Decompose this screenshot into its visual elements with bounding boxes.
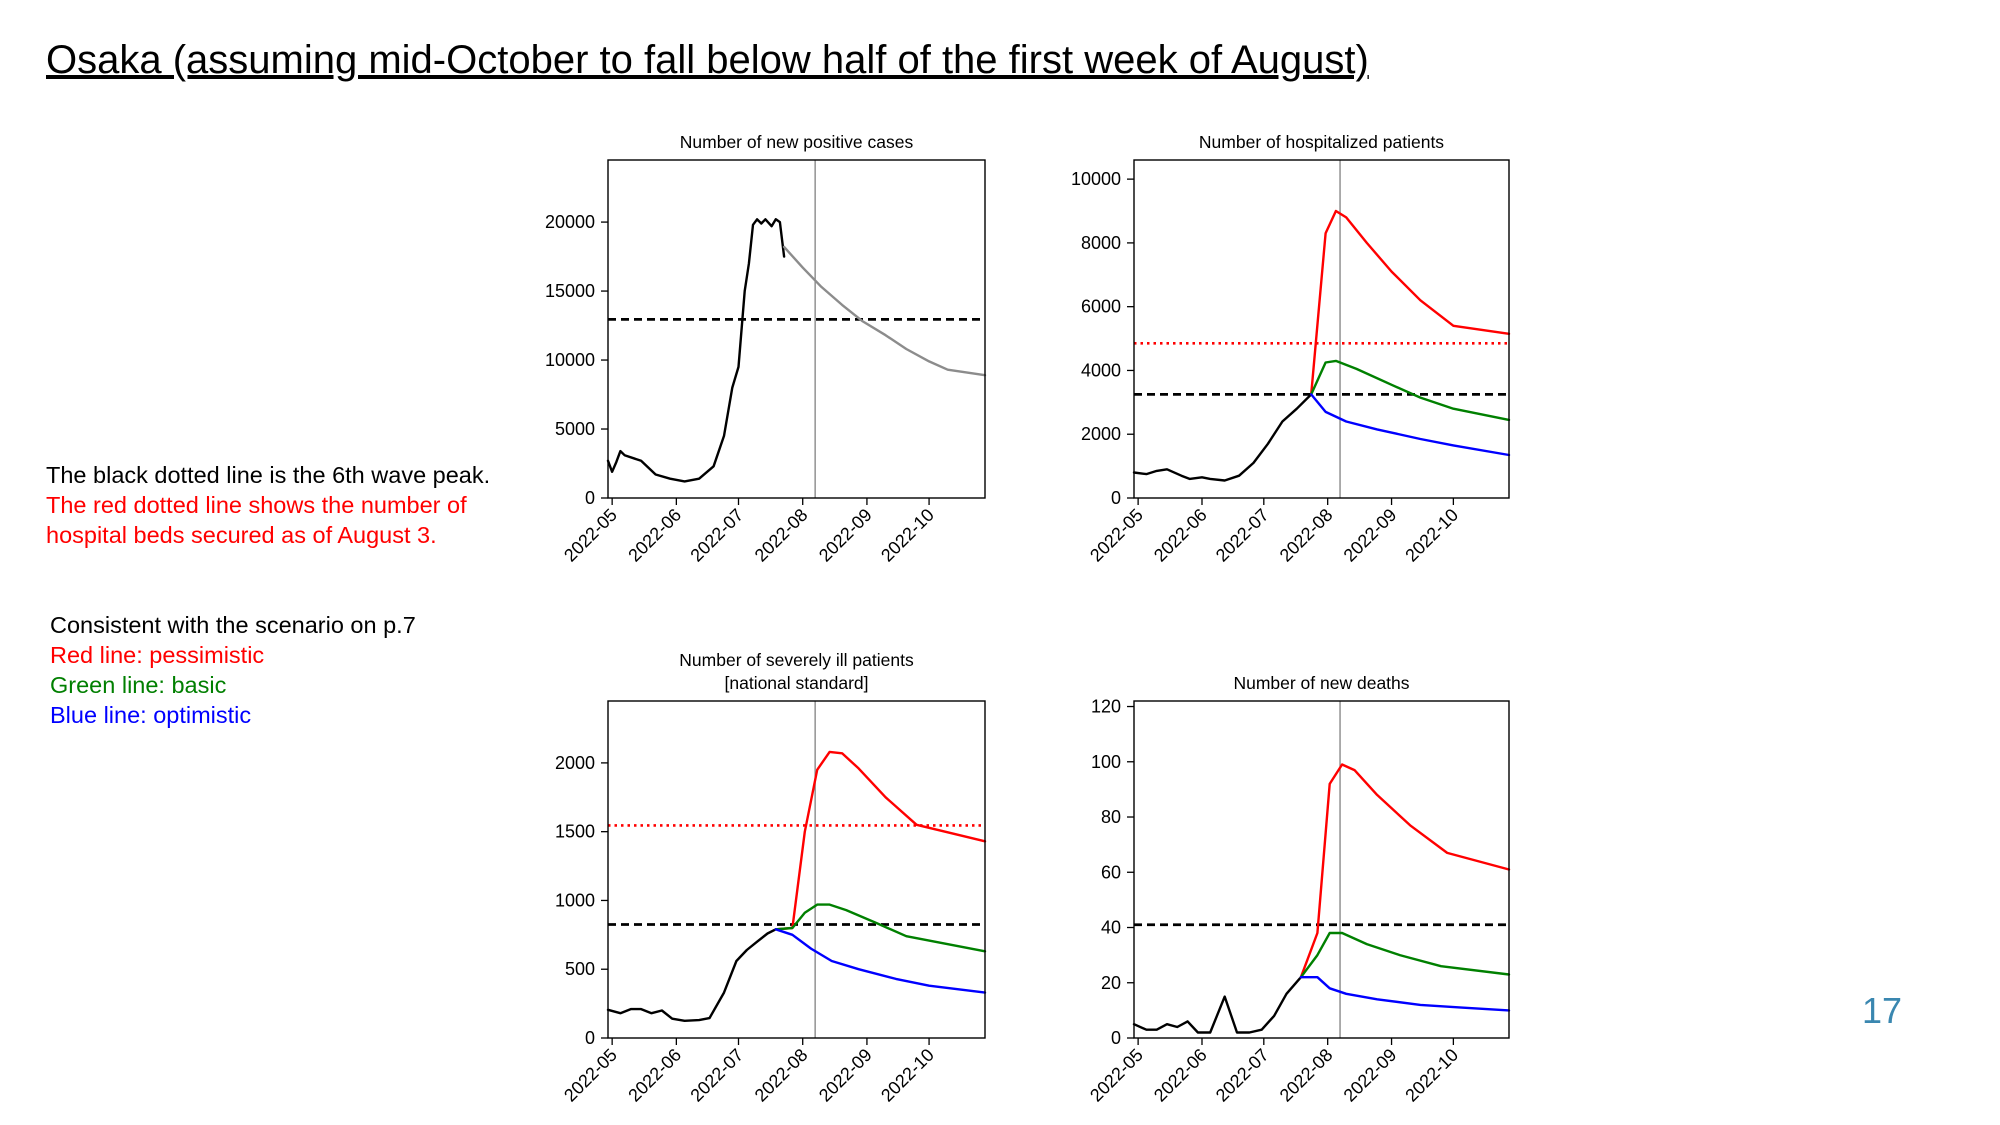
chart-4-y-tick-label: 80 (1101, 807, 1121, 827)
chart-1-y-tick-label: 15000 (545, 281, 595, 301)
chart-1-series-line-1 (606, 218, 786, 483)
chart-1-x-tick-label: 2022-09 (815, 505, 876, 566)
chart-2-y-tick-label: 2000 (1081, 424, 1121, 444)
page-number: 17 (1862, 990, 1903, 1031)
chart-3-title-line-2: [national standard] (725, 673, 869, 693)
chart-2-x-tick-label: 2022-07 (1212, 505, 1273, 566)
chart-4-series-line-4 (1299, 976, 1511, 1012)
chart-2-x-tick-label: 2022-08 (1276, 505, 1337, 566)
note-red-line-2: hospital beds secured as of August 3. (46, 522, 437, 548)
chart-3-series-line-2 (774, 750, 987, 931)
chart-2-x-tick-label: 2022-10 (1401, 505, 1462, 566)
slide-title: Osaka (assuming mid-October to fall belo… (46, 38, 1369, 82)
chart-4-y-tick-label: 40 (1101, 918, 1121, 938)
chart-1-y-tick-label: 20000 (545, 212, 595, 232)
chart-3-y-tick-label: 2000 (555, 753, 595, 773)
chart-3-title-line-1: Number of severely ill patients (679, 650, 914, 670)
scenario-legend: Consistent with the scenario on p.7 Red … (50, 610, 416, 730)
chart-3-y-tick-label: 1500 (555, 822, 595, 842)
chart-4-x-tick-label: 2022-08 (1276, 1045, 1337, 1106)
chart-4-y-tick-label: 0 (1111, 1028, 1121, 1048)
legend-basic: Green line: basic (50, 672, 227, 698)
chart-2-y-tick-label: 6000 (1081, 297, 1121, 317)
chart-4-y-tick-label: 120 (1091, 697, 1121, 717)
chart-1-x-tick-label: 2022-08 (751, 505, 812, 566)
chart-3-series-line-4 (774, 928, 987, 994)
chart-3-x-tick-label: 2022-06 (624, 1045, 685, 1106)
chart-1-plot-frame (607, 159, 986, 499)
chart-4-x-tick-label: 2022-09 (1340, 1045, 1401, 1106)
chart-2-y-tick-label: 0 (1111, 488, 1121, 508)
chart-4-plot-frame (1133, 700, 1510, 1039)
chart-2-x-tick-label: 2022-06 (1150, 505, 1211, 566)
chart-3-y-tick-label: 1000 (555, 890, 595, 910)
chart-3-series-line-1 (606, 928, 777, 1022)
chart-3-x-tick-label: 2022-10 (877, 1045, 938, 1106)
chart-2-series-line-1 (1132, 393, 1313, 482)
chart-2-plot-frame (1133, 159, 1510, 499)
chart-1-y-tick-label: 0 (585, 488, 595, 508)
chart-1-x-tick-label: 2022-07 (686, 505, 747, 566)
note-red-line-1: The red dotted line shows the number of (46, 492, 467, 518)
chart-3-x-tick-label: 2022-08 (751, 1045, 812, 1106)
chart-4-x-tick-label: 2022-07 (1212, 1045, 1273, 1106)
chart-3-plot-frame (607, 700, 986, 1039)
chart-3-y-tick-label: 0 (585, 1028, 595, 1048)
chart-3-series-line-3 (774, 903, 987, 953)
chart-3-x-tick-label: 2022-07 (686, 1045, 747, 1106)
chart-4-y-tick-label: 60 (1101, 862, 1121, 882)
chart-1-x-tick-label: 2022-10 (877, 505, 938, 566)
chart-1-series-line-2 (782, 245, 987, 377)
chart-1-y-tick-label: 5000 (555, 419, 595, 439)
chart-4-x-tick-label: 2022-10 (1401, 1045, 1462, 1106)
chart-2-y-tick-label: 8000 (1081, 233, 1121, 253)
chart-2-series-line-2 (1310, 209, 1511, 396)
chart-1-y-tick-label: 10000 (545, 350, 595, 370)
chart-3-x-tick-label: 2022-09 (815, 1045, 876, 1106)
chart-2-series-line-4 (1310, 393, 1511, 457)
legend-intro: Consistent with the scenario on p.7 (50, 612, 416, 638)
chart-2-series-line-3 (1310, 359, 1511, 422)
legend-pessimistic: Red line: pessimistic (50, 642, 265, 668)
chart-4-y-tick-label: 100 (1091, 752, 1121, 772)
chart-4-x-tick-label: 2022-05 (1086, 1045, 1147, 1106)
chart-1-x-tick-label: 2022-05 (560, 505, 621, 566)
chart-1-x-tick-label: 2022-06 (624, 505, 685, 566)
chart-4-series-line-1 (1132, 976, 1303, 1034)
chart-4-y-tick-label: 20 (1101, 973, 1121, 993)
chart-4-series-line-2 (1299, 763, 1511, 979)
chart-4-x-tick-label: 2022-06 (1150, 1045, 1211, 1106)
chart-4-title-line-1: Number of new deaths (1233, 673, 1409, 693)
chart-2-title-line-1: Number of hospitalized patients (1199, 132, 1444, 152)
note-black-line: The black dotted line is the 6th wave pe… (46, 462, 491, 488)
chart-2-x-tick-label: 2022-09 (1340, 505, 1401, 566)
chart-2-y-tick-label: 10000 (1071, 169, 1121, 189)
chart-2-y-tick-label: 4000 (1081, 360, 1121, 380)
legend-optimistic: Blue line: optimistic (50, 702, 252, 728)
chart-3-y-tick-label: 500 (565, 959, 595, 979)
reference-line-note: The black dotted line is the 6th wave pe… (46, 460, 490, 550)
chart-4-series-line-3 (1299, 931, 1511, 979)
chart-2-x-tick-label: 2022-05 (1086, 505, 1147, 566)
chart-3-x-tick-label: 2022-05 (560, 1045, 621, 1106)
chart-1-title-line-1: Number of new positive cases (680, 132, 914, 152)
